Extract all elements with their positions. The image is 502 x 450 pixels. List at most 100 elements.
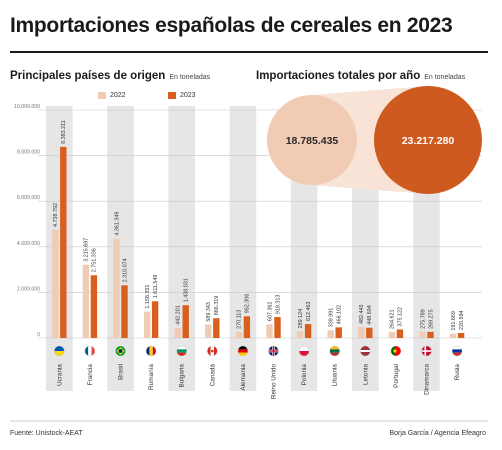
data-label-2022: 339.991	[329, 308, 335, 328]
data-label-2023: 866.319	[214, 296, 220, 316]
bar-2023	[151, 301, 159, 338]
bar-2022	[419, 331, 426, 338]
bulgaria-flag-icon	[176, 345, 187, 357]
y-tick-label: 10.000.000	[14, 104, 40, 110]
y-tick-label: 2.000.000	[17, 286, 40, 292]
column-band	[229, 106, 257, 391]
bar-2022	[174, 327, 181, 338]
data-label-2023: 448.694	[367, 305, 373, 325]
bar-2022	[52, 229, 59, 338]
bar-2023	[213, 318, 220, 338]
category-label: Rumanía	[148, 364, 155, 390]
portugal-flag-icon	[390, 345, 402, 357]
bar-2023	[335, 327, 342, 338]
bar-2023	[274, 317, 281, 338]
bar-2023	[60, 146, 67, 338]
francia-flag-icon	[84, 345, 96, 357]
category-label: Rusia	[454, 364, 461, 381]
data-label-2022: 4.738.792	[53, 203, 59, 227]
bar-2023	[304, 324, 312, 338]
page-title: Importaciones españolas de cereales en 2…	[10, 14, 453, 37]
category-label: Canadá	[209, 364, 216, 387]
legend-item-2023: 2023	[168, 92, 196, 99]
bar-2022	[449, 333, 457, 338]
category-label: Dinamarca	[424, 364, 431, 395]
bar-2023	[182, 305, 189, 338]
category-label: Ucrania	[56, 364, 63, 386]
rumania-flag-icon	[145, 345, 157, 357]
bar-2023	[427, 331, 434, 338]
bar-2022	[296, 331, 304, 338]
data-label-2023: 1.438.031	[184, 278, 190, 302]
bar-2023	[457, 332, 465, 338]
left-panel-unit: En toneladas	[169, 74, 211, 81]
data-label-2023: 1.611.549	[153, 275, 159, 299]
canada-flag-icon	[207, 345, 218, 357]
data-label-2023: 612.463	[306, 302, 312, 322]
legend-swatch-2022	[98, 92, 106, 99]
category-label: Polonia	[301, 364, 308, 386]
lituania-flag-icon	[329, 345, 340, 357]
category-label: Bulgaria	[179, 364, 186, 388]
y-tick-label: 4.000.000	[17, 241, 40, 247]
bubble-2022	[267, 95, 357, 185]
ucrania-flag-icon	[54, 345, 65, 357]
bar-2023	[243, 316, 251, 338]
brasil-flag-icon	[115, 345, 126, 357]
bar-2022	[235, 331, 243, 338]
y-tick-label: 0	[37, 332, 40, 338]
category-label: Lituania	[332, 364, 339, 387]
credit-note: Borja García / Agencia Efeagro	[389, 430, 487, 437]
legend-swatch-2023	[168, 92, 176, 99]
data-label-2022: 289.124	[298, 309, 304, 329]
polonia-flag-icon	[298, 345, 310, 357]
legend-item-2022: 2022	[98, 92, 126, 99]
data-label-2022: 3.215.697	[84, 238, 90, 262]
left-panel-title: Principales países de origen	[10, 70, 166, 82]
dinamarca-flag-icon	[421, 345, 432, 357]
bubble-2023	[374, 86, 482, 194]
bar-2022	[358, 327, 365, 338]
right-panel-unit: En toneladas	[424, 74, 466, 81]
reino-unido-flag-icon	[268, 345, 279, 357]
category-label: Brasil	[118, 364, 125, 380]
category-label: Portugal	[393, 364, 400, 388]
data-label-2023: 2.751.336	[92, 248, 98, 272]
data-label-2022: 4.361.349	[114, 212, 120, 236]
bar-2023	[396, 329, 404, 338]
data-label-2023: 269.275	[428, 309, 434, 329]
category-label: Letonia	[362, 364, 369, 385]
bubble-label-2023: 23.217.280	[402, 135, 455, 147]
data-label-2022: 482.445	[359, 305, 365, 325]
bar-2023	[366, 327, 373, 338]
right-panel-heading: Importaciones totales por año En tonelada…	[256, 70, 465, 82]
bar-2022	[143, 311, 151, 338]
right-panel-title: Importaciones totales por año	[256, 70, 421, 82]
legend-label-2023: 2023	[180, 92, 196, 99]
category-label: Alemania	[240, 364, 247, 391]
y-tick-label: 8.000.000	[17, 150, 40, 156]
bar-2022	[388, 331, 396, 338]
data-label-2023: 220.594	[459, 310, 465, 330]
data-label-2023: 375.122	[398, 307, 404, 327]
bar-2023	[90, 275, 98, 338]
bar-2023	[121, 285, 128, 338]
y-tick-label: 6.000.000	[17, 195, 40, 201]
bar-2022	[113, 238, 120, 338]
source-note: Fuente: Unistock-AEAT	[10, 430, 83, 437]
data-label-2023: 2.310.074	[122, 258, 128, 282]
bar-2022	[205, 324, 212, 338]
data-label-2023: 8.383.211	[61, 120, 67, 144]
data-label-2022: 270.113	[237, 310, 243, 329]
data-label-2023: 466.102	[337, 305, 343, 325]
column-band	[107, 106, 134, 391]
data-label-2023: 918.313	[275, 295, 281, 315]
data-label-2022: 589.343	[206, 302, 212, 322]
column-band	[46, 106, 73, 391]
column-band	[168, 106, 195, 391]
bar-2022	[327, 330, 334, 338]
alemania-flag-icon	[237, 345, 249, 357]
data-label-2022: 275.789	[420, 309, 426, 329]
title-rule	[10, 51, 488, 53]
